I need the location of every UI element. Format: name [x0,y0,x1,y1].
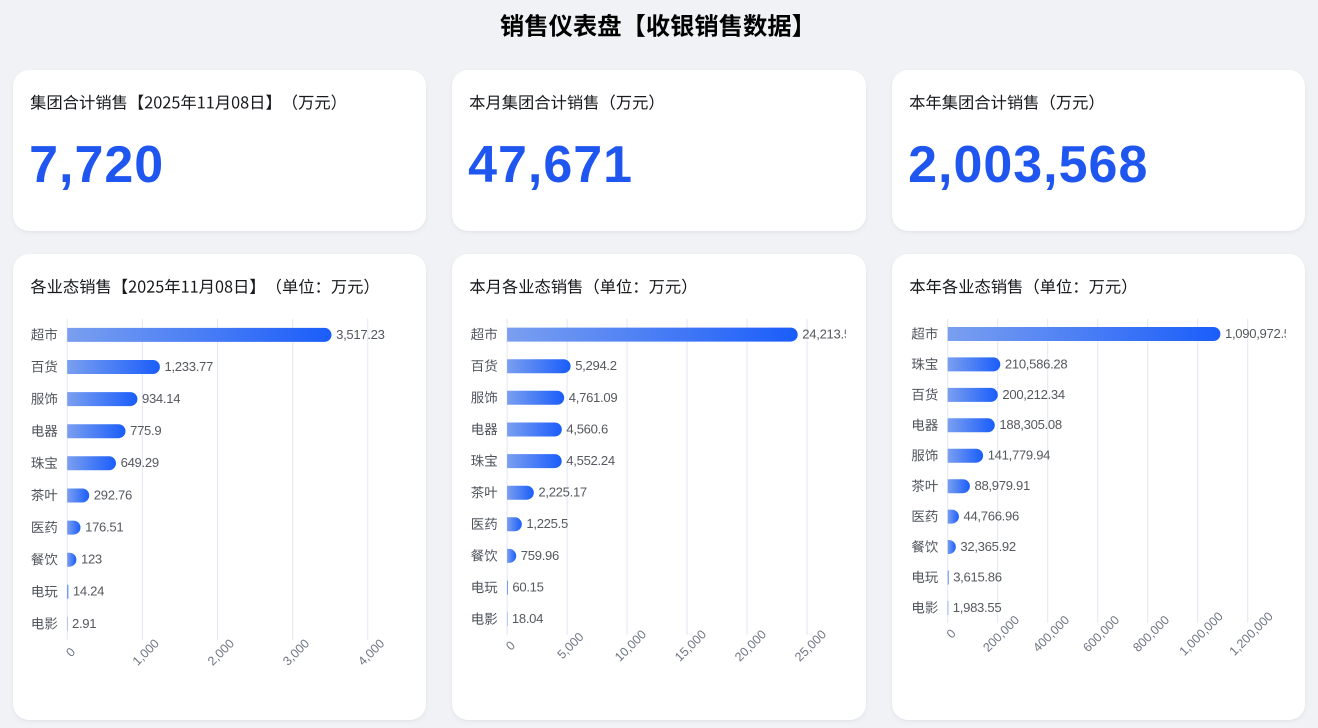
svg-text:47,671: 47,671 [468,136,633,194]
svg-text:2.91: 2.91 [72,616,96,631]
svg-text:15,000: 15,000 [672,627,709,664]
svg-text:3,000: 3,000 [280,636,312,668]
svg-text:2,225.17: 2,225.17 [539,485,588,500]
svg-text:1,000: 1,000 [130,636,162,668]
svg-text:600,000: 600,000 [1080,613,1122,655]
svg-text:176.51: 176.51 [85,519,123,534]
svg-text:200,000: 200,000 [980,613,1022,655]
svg-text:2,003,568: 2,003,568 [908,136,1148,194]
svg-text:210,586.28: 210,586.28 [1005,356,1067,371]
svg-text:800,000: 800,000 [1130,613,1172,655]
svg-text:775.9: 775.9 [130,423,161,438]
svg-text:4,552.24: 4,552.24 [567,453,616,468]
svg-text:0: 0 [504,638,519,653]
svg-text:649.29: 649.29 [121,455,159,470]
svg-text:25,000: 25,000 [792,627,829,664]
svg-text:5,000: 5,000 [555,630,587,662]
svg-text:1,983.55: 1,983.55 [952,600,1001,615]
svg-text:4,000: 4,000 [355,636,387,668]
svg-text:0: 0 [63,645,78,660]
svg-text:141,779.94: 141,779.94 [987,448,1049,463]
svg-text:5,294.2: 5,294.2 [576,358,618,373]
svg-text:3,615.86: 3,615.86 [953,569,1002,584]
svg-text:1,200,000: 1,200,000 [1226,609,1275,658]
svg-text:7,720: 7,720 [29,136,164,194]
svg-text:200,212.34: 200,212.34 [1002,387,1064,402]
svg-text:1,000,000: 1,000,000 [1176,609,1225,658]
svg-text:44,766.96: 44,766.96 [963,508,1019,523]
svg-text:20,000: 20,000 [732,627,769,664]
svg-text:1,090,972.5: 1,090,972.5 [1225,326,1291,341]
svg-text:24,213.55: 24,213.55 [803,326,859,341]
svg-text:4,560.6: 4,560.6 [567,421,609,436]
svg-text:32,365.92: 32,365.92 [960,539,1016,554]
svg-text:18.04: 18.04 [512,611,543,626]
svg-text:14.24: 14.24 [73,584,104,599]
svg-text:188,305.08: 188,305.08 [999,417,1061,432]
svg-text:1,225.5: 1,225.5 [527,516,569,531]
svg-text:123: 123 [81,552,102,567]
svg-text:10,000: 10,000 [612,627,649,664]
svg-text:3,517.23: 3,517.23 [336,327,385,342]
svg-text:1,233.77: 1,233.77 [164,359,213,374]
svg-text:934.14: 934.14 [142,391,180,406]
svg-text:400,000: 400,000 [1030,613,1072,655]
svg-text:88,979.91: 88,979.91 [974,478,1030,493]
svg-text:759.96: 759.96 [521,548,559,563]
svg-text:2,000: 2,000 [205,636,237,668]
svg-text:60.15: 60.15 [513,579,544,594]
svg-text:0: 0 [943,626,958,641]
svg-text:292.76: 292.76 [94,487,132,502]
svg-text:4,761.09: 4,761.09 [569,390,618,405]
